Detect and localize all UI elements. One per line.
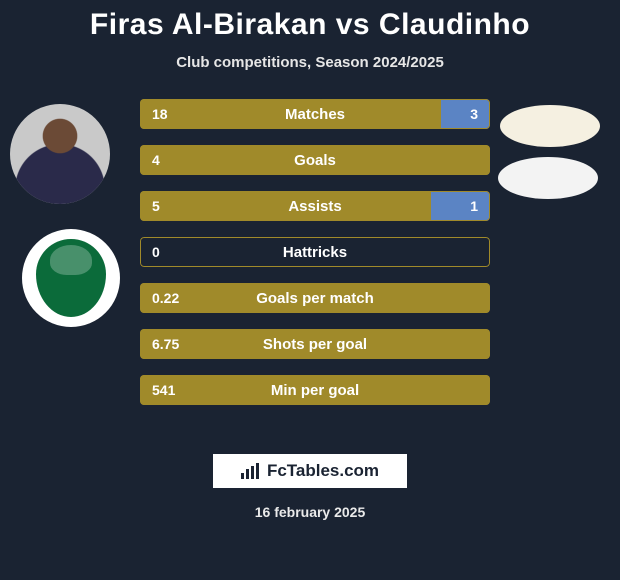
stat-row: 183Matches	[140, 99, 490, 129]
player-left-avatar	[10, 104, 110, 204]
player-left-club-logo	[22, 229, 120, 327]
footer: FcTables.com 16 february 2025	[0, 452, 620, 520]
brand-chart-icon	[241, 463, 261, 479]
stat-label: Goals per match	[140, 283, 490, 313]
stat-row: 4Goals	[140, 145, 490, 175]
stat-label: Matches	[140, 99, 490, 129]
comparison-area: 183Matches 4Goals 51Assists 0Hattricks 0.22G…	[0, 99, 620, 419]
club-crest-icon	[36, 239, 106, 317]
stat-row: 51Assists	[140, 191, 490, 221]
player-right-jersey-2	[498, 157, 598, 199]
stat-row: 0.22Goals per match	[140, 283, 490, 313]
stat-label: Hattricks	[140, 237, 490, 267]
page-subtitle: Club competitions, Season 2024/2025	[0, 54, 620, 71]
stat-label: Goals	[140, 145, 490, 175]
stat-row: 0Hattricks	[140, 237, 490, 267]
stat-row: 6.75Shots per goal	[140, 329, 490, 359]
brand-text: FcTables.com	[267, 461, 379, 481]
stat-row: 541Min per goal	[140, 375, 490, 405]
stat-bars: 183Matches 4Goals 51Assists 0Hattricks 0.22G…	[140, 99, 490, 421]
player-photo-icon	[10, 104, 110, 204]
stat-label: Shots per goal	[140, 329, 490, 359]
date-text: 16 february 2025	[255, 504, 366, 520]
player-right-jersey-1	[500, 105, 600, 147]
stat-label: Assists	[140, 191, 490, 221]
page-title: Firas Al-Birakan vs Claudinho	[0, 0, 620, 42]
stat-label: Min per goal	[140, 375, 490, 405]
brand-badge[interactable]: FcTables.com	[211, 452, 409, 490]
